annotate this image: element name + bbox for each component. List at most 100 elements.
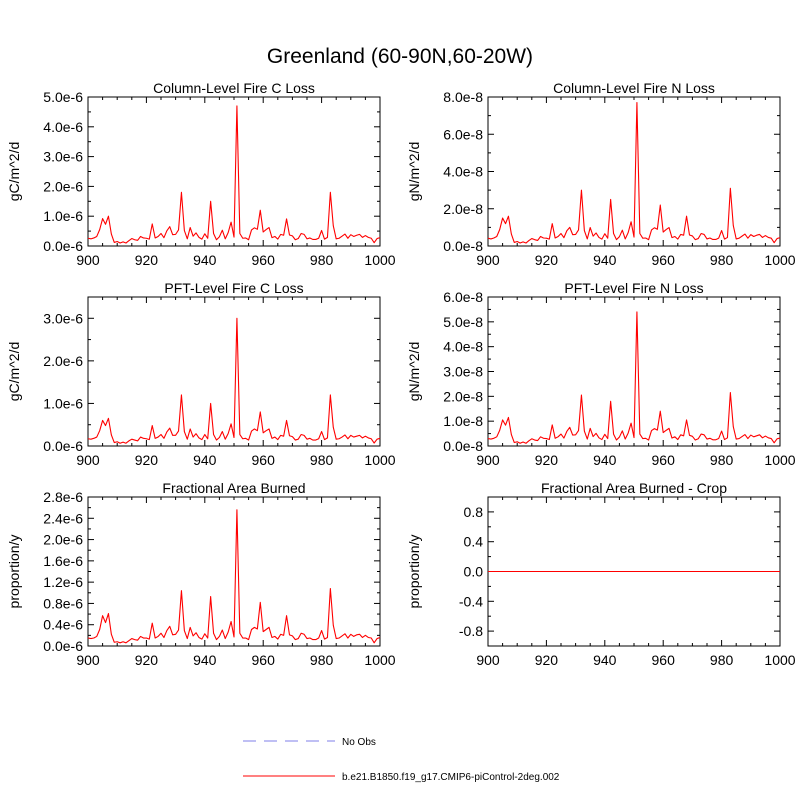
x-tick-label: 940 <box>593 452 617 468</box>
y-tick-label: 2.0e-6 <box>43 532 83 548</box>
panel-3: PFT-Level Fire C Loss gC/m^2/d 900 920 940 96… <box>6 280 396 468</box>
y-axis-label: proportion/y <box>6 535 22 609</box>
y-tick-label: 4.0e-6 <box>43 119 83 135</box>
y-tick-label: 0.8e-6 <box>43 595 83 611</box>
x-tick-label: 1000 <box>764 452 795 468</box>
x-tick-label: 980 <box>310 452 334 468</box>
y-tick-label: 2.0e-6 <box>43 178 83 194</box>
y-tick-label: -0.8 <box>459 623 483 639</box>
series-line <box>87 105 381 244</box>
y-tick-label: 5.0e-8 <box>443 314 483 330</box>
x-tick-label: 940 <box>193 652 217 668</box>
series-line <box>87 317 381 444</box>
y-tick-label: 6.0e-8 <box>443 126 483 142</box>
y-tick-label: 1.0e-6 <box>43 395 83 411</box>
x-tick-label: 900 <box>476 252 500 268</box>
x-tick-label: 940 <box>193 252 217 268</box>
x-tick-label: 1000 <box>764 652 795 668</box>
series-line <box>487 311 781 444</box>
x-tick-label: 900 <box>476 452 500 468</box>
legend: No Obs b.e21.B1850.f19_g17.CMIP6-piContr… <box>243 737 560 783</box>
series-line <box>87 509 381 644</box>
y-tick-label: 2.0e-8 <box>443 388 483 404</box>
x-tick-label: 900 <box>476 652 500 668</box>
y-tick-label: 4.0e-8 <box>443 164 483 180</box>
page-title: Greenland (60-90N,60-20W) <box>267 45 533 68</box>
y-tick-label: 0.4 <box>464 534 484 550</box>
y-tick-label: 6.0e-8 <box>443 289 483 305</box>
panel-title: Column-Level Fire C Loss <box>153 80 315 96</box>
panel-title: Column-Level Fire N Loss <box>553 80 715 96</box>
x-tick-label: 980 <box>310 652 334 668</box>
legend-obs-label: No Obs <box>342 737 376 748</box>
y-axis-label: proportion/y <box>406 535 422 609</box>
y-tick-label: 0.4e-6 <box>43 617 83 633</box>
panel-6: Fractional Area Burned - Crop proportion/… <box>406 480 796 668</box>
panel-2: Column-Level Fire N Loss gN/m^2/d 900 920 94… <box>406 80 796 268</box>
x-tick-label: 1000 <box>364 252 395 268</box>
x-tick-label: 920 <box>535 252 559 268</box>
x-tick-label: 900 <box>76 452 100 468</box>
y-tick-label: 0.0e-8 <box>443 438 483 454</box>
x-tick-label: 920 <box>135 252 159 268</box>
y-tick-label: 0.0e-6 <box>43 638 83 654</box>
y-tick-label: 2.0e-6 <box>43 353 83 369</box>
y-tick-label: 0.0 <box>464 564 484 580</box>
panel-title: PFT-Level Fire N Loss <box>564 280 703 296</box>
panel-title: Fractional Area Burned <box>162 480 305 496</box>
y-axis-label: gN/m^2/d <box>406 342 422 401</box>
y-tick-label: 0.8 <box>464 504 484 520</box>
y-tick-label: 5.0e-6 <box>43 89 83 105</box>
x-tick-label: 900 <box>76 252 100 268</box>
panel-1: Column-Level Fire C Loss gC/m^2/d 900 920 94… <box>6 80 396 268</box>
y-tick-label: 2.0e-8 <box>443 201 483 217</box>
x-tick-label: 920 <box>135 652 159 668</box>
y-tick-label: 1.6e-6 <box>43 553 83 569</box>
x-tick-label: 960 <box>252 452 276 468</box>
x-tick-label: 920 <box>135 452 159 468</box>
y-tick-label: 3.0e-6 <box>43 149 83 165</box>
y-tick-label: 0.0e-6 <box>43 438 83 454</box>
x-tick-label: 980 <box>710 652 734 668</box>
y-tick-label: 2.4e-6 <box>43 510 83 526</box>
y-axis-label: gC/m^2/d <box>6 142 22 201</box>
x-tick-label: 920 <box>535 652 559 668</box>
y-axis-label: gN/m^2/d <box>406 142 422 201</box>
panel-title: Fractional Area Burned - Crop <box>541 480 727 496</box>
y-tick-label: 3.0e-6 <box>43 310 83 326</box>
x-tick-label: 940 <box>593 252 617 268</box>
y-tick-label: 8.0e-8 <box>443 89 483 105</box>
y-tick-label: 0.0e-6 <box>43 238 83 254</box>
x-tick-label: 960 <box>252 252 276 268</box>
x-tick-label: 980 <box>710 452 734 468</box>
y-tick-label: 2.8e-6 <box>43 489 83 505</box>
y-tick-label: 3.0e-8 <box>443 364 483 380</box>
x-tick-label: 1000 <box>764 252 795 268</box>
x-tick-label: 960 <box>652 652 676 668</box>
legend-model-label: b.e21.B1850.f19_g17.CMIP6-piControl-2deg… <box>342 772 560 783</box>
y-tick-label: 1.0e-8 <box>443 413 483 429</box>
x-tick-label: 960 <box>252 652 276 668</box>
panel-4: PFT-Level Fire N Loss gN/m^2/d 900 920 940 96… <box>406 280 796 468</box>
y-tick-label: 1.2e-6 <box>43 574 83 590</box>
series-line <box>487 102 781 244</box>
y-axis-label: gC/m^2/d <box>6 342 22 401</box>
x-tick-label: 1000 <box>364 652 395 668</box>
x-tick-label: 960 <box>652 252 676 268</box>
x-tick-label: 920 <box>535 452 559 468</box>
x-tick-label: 980 <box>310 252 334 268</box>
y-tick-label: 0.0e-8 <box>443 238 483 254</box>
y-tick-label: -0.4 <box>459 593 483 609</box>
x-tick-label: 1000 <box>364 452 395 468</box>
x-tick-label: 980 <box>710 252 734 268</box>
y-tick-label: 4.0e-8 <box>443 339 483 355</box>
x-tick-label: 900 <box>76 652 100 668</box>
x-tick-label: 940 <box>193 452 217 468</box>
panel-title: PFT-Level Fire C Loss <box>164 280 303 296</box>
x-tick-label: 940 <box>593 652 617 668</box>
panels: Column-Level Fire C Loss gC/m^2/d 900 920 94… <box>6 80 796 668</box>
x-tick-label: 960 <box>652 452 676 468</box>
y-tick-label: 1.0e-6 <box>43 208 83 224</box>
panel-5: Fractional Area Burned proportion/y 900 920… <box>6 480 396 668</box>
